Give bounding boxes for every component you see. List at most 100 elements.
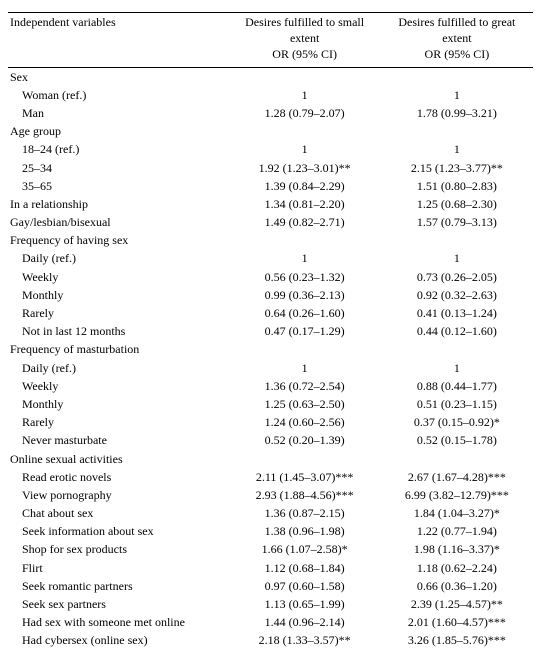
cell-or-small: 1 (229, 140, 381, 158)
cell-or-small: 0.56 (0.23–1.32) (229, 268, 381, 286)
cell-or-great: 1.84 (1.04–3.27)* (381, 504, 533, 522)
col-header-great-extent: Desires fulfilled to great extentOR (95%… (381, 13, 533, 68)
cell-or-small: 2.18 (1.33–3.57)** (229, 631, 381, 649)
section-label: Sex (8, 67, 229, 86)
row-label: Weekly (8, 268, 229, 286)
cell-or-great: 3.26 (1.85–5.76)*** (381, 631, 533, 649)
table-row: Rarely0.64 (0.26–1.60)0.41 (0.13–1.24) (8, 304, 533, 322)
row-label: Had cybersex (online sex) (8, 631, 229, 649)
cell-or-small: 1 (229, 86, 381, 104)
row-label: Daily (ref.) (8, 249, 229, 267)
cell-or-great: 2.67 (1.67–4.28)*** (381, 468, 533, 486)
col-header-variables: Independent variables (8, 13, 229, 68)
cell-or-great: 0.73 (0.26–2.05) (381, 268, 533, 286)
cell-empty (381, 122, 533, 140)
row-label: Woman (ref.) (8, 86, 229, 104)
cell-or-great: 6.99 (3.82–12.79)*** (381, 486, 533, 504)
cell-or-small: 1.28 (0.79–2.07) (229, 104, 381, 122)
cell-empty (381, 450, 533, 468)
cell-or-great: 1.98 (1.16–3.37)* (381, 540, 533, 558)
row-label: Weekly (8, 377, 229, 395)
cell-or-small: 1.92 (1.23–3.01)** (229, 159, 381, 177)
cell-or-small: 0.97 (0.60–1.58) (229, 577, 381, 595)
cell-or-great: 0.92 (0.32–2.63) (381, 286, 533, 304)
row-label: Gay/lesbian/bisexual (8, 213, 229, 231)
table-row: Had sex with someone met online1.44 (0.9… (8, 613, 533, 631)
table-row: 18–24 (ref.)11 (8, 140, 533, 158)
table-row: Monthly1.25 (0.63–2.50)0.51 (0.23–1.15) (8, 395, 533, 413)
section-label: Age group (8, 122, 229, 140)
table-row: Never masturbate0.52 (0.20–1.39)0.52 (0.… (8, 431, 533, 449)
table-row: In a relationship1.34 (0.81–2.20)1.25 (0… (8, 195, 533, 213)
cell-or-great: 1.25 (0.68–2.30) (381, 195, 533, 213)
row-label: Shop for sex products (8, 540, 229, 558)
cell-or-small: 1.39 (0.84–2.29) (229, 177, 381, 195)
row-label: Seek information about sex (8, 522, 229, 540)
table-row: Weekly1.36 (0.72–2.54)0.88 (0.44–1.77) (8, 377, 533, 395)
cell-or-great: 1 (381, 359, 533, 377)
row-label: 25–34 (8, 159, 229, 177)
table-row: Frequency of having sex (8, 231, 533, 249)
cell-or-great: 0.51 (0.23–1.15) (381, 395, 533, 413)
row-label: Monthly (8, 286, 229, 304)
cell-or-great: 2.01 (1.60–4.57)*** (381, 613, 533, 631)
cell-empty (229, 450, 381, 468)
cell-or-great: 1 (381, 86, 533, 104)
col-header-small-line2: OR (95% CI) (231, 46, 379, 62)
cell-or-great: 0.41 (0.13–1.24) (381, 304, 533, 322)
row-label: Chat about sex (8, 504, 229, 522)
cell-or-small: 1.12 (0.68–1.84) (229, 559, 381, 577)
cell-empty (229, 122, 381, 140)
table-row: Had cybersex (online sex)2.18 (1.33–3.57… (8, 631, 533, 649)
row-label: Monthly (8, 395, 229, 413)
cell-empty (381, 231, 533, 249)
table-row: Gay/lesbian/bisexual1.49 (0.82–2.71)1.57… (8, 213, 533, 231)
row-label: Man (8, 104, 229, 122)
cell-or-small: 1.38 (0.96–1.98) (229, 522, 381, 540)
table-row: Frequency of masturbation (8, 340, 533, 358)
cell-or-small: 1.36 (0.87–2.15) (229, 504, 381, 522)
row-label: 35–65 (8, 177, 229, 195)
cell-or-small: 2.93 (1.88–4.56)*** (229, 486, 381, 504)
cell-empty (381, 340, 533, 358)
cell-or-great: 2.15 (1.23–3.77)** (381, 159, 533, 177)
table-row: Seek information about sex1.38 (0.96–1.9… (8, 522, 533, 540)
row-label: Flirt (8, 559, 229, 577)
row-label: In a relationship (8, 195, 229, 213)
cell-or-small: 2.11 (1.45–3.07)*** (229, 468, 381, 486)
section-label: Frequency of having sex (8, 231, 229, 249)
table-row: Sex (8, 67, 533, 86)
cell-empty (229, 67, 381, 86)
cell-or-small: 1.66 (1.07–2.58)* (229, 540, 381, 558)
table-row: Daily (ref.)11 (8, 359, 533, 377)
table-row: Seek sex partners1.13 (0.65–1.99)2.39 (1… (8, 595, 533, 613)
row-label: 18–24 (ref.) (8, 140, 229, 158)
row-label: Had sex with someone met online (8, 613, 229, 631)
cell-or-small: 1.36 (0.72–2.54) (229, 377, 381, 395)
cell-or-great: 1.78 (0.99–3.21) (381, 104, 533, 122)
cell-or-great: 0.88 (0.44–1.77) (381, 377, 533, 395)
table-row: Rarely1.24 (0.60–2.56)0.37 (0.15–0.92)* (8, 413, 533, 431)
table-row: Online sexual activities (8, 450, 533, 468)
table-row: View pornography2.93 (1.88–4.56)***6.99 … (8, 486, 533, 504)
section-label: Online sexual activities (8, 450, 229, 468)
table-row: Chat about sex1.36 (0.87–2.15)1.84 (1.04… (8, 504, 533, 522)
row-label: Never masturbate (8, 431, 229, 449)
table-row: Read erotic novels2.11 (1.45–3.07)***2.6… (8, 468, 533, 486)
cell-or-great: 0.44 (0.12–1.60) (381, 322, 533, 340)
cell-or-small: 1.44 (0.96–2.14) (229, 613, 381, 631)
cell-or-great: 0.37 (0.15–0.92)* (381, 413, 533, 431)
cell-or-great: 1.18 (0.62–2.24) (381, 559, 533, 577)
cell-or-small: 0.47 (0.17–1.29) (229, 322, 381, 340)
col-header-small-line1: Desires fulfilled to small extent (231, 14, 379, 46)
table-row: Flirt1.12 (0.68–1.84)1.18 (0.62–2.24) (8, 559, 533, 577)
table-row: Daily (ref.)11 (8, 249, 533, 267)
col-header-great-line1: Desires fulfilled to great extent (383, 14, 531, 46)
row-label: Seek sex partners (8, 595, 229, 613)
row-label: Rarely (8, 304, 229, 322)
results-table: Independent variablesDesires fulfilled t… (8, 12, 533, 650)
cell-or-great: 1.22 (0.77–1.94) (381, 522, 533, 540)
table-row: Shop for sex products1.66 (1.07–2.58)*1.… (8, 540, 533, 558)
table-row: 25–341.92 (1.23–3.01)**2.15 (1.23–3.77)*… (8, 159, 533, 177)
cell-or-great: 0.66 (0.36–1.20) (381, 577, 533, 595)
